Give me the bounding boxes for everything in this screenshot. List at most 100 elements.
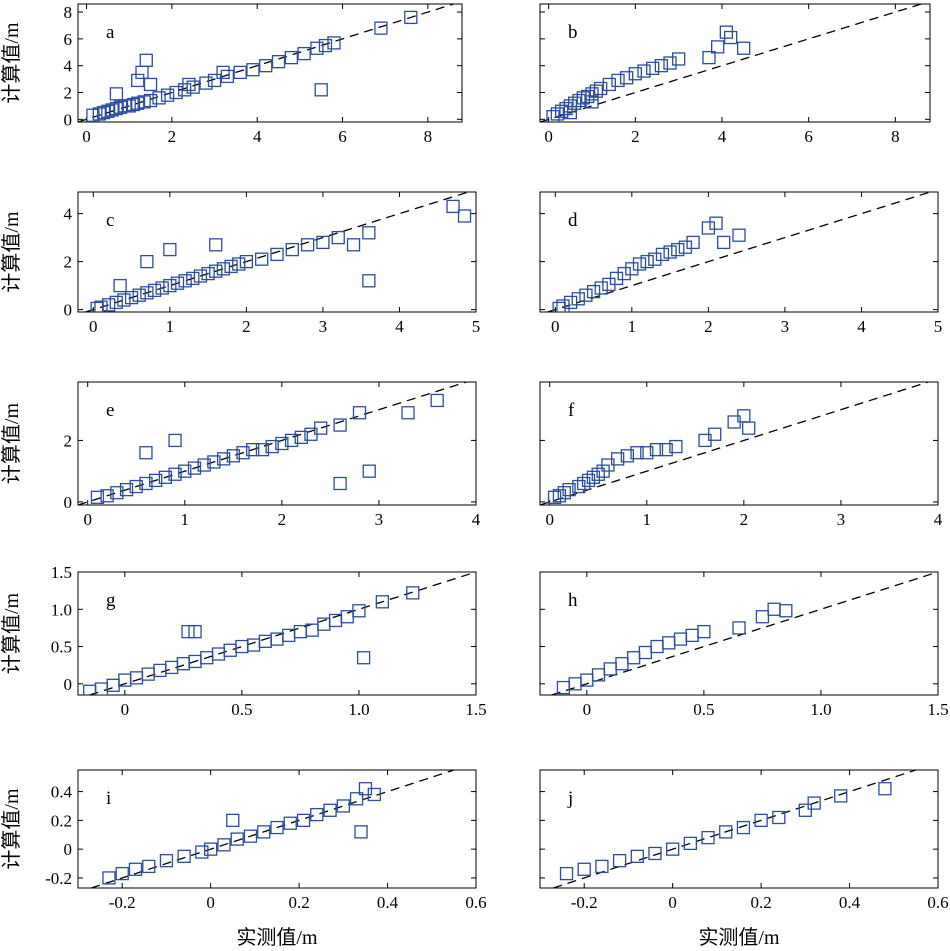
x-tick-label: 1.5 [927, 700, 948, 719]
data-point [719, 825, 733, 839]
x-tick-labels: 0 0.5 1.0 1.5 [121, 572, 487, 719]
x-tick-labels: 0 2 4 6 8 [544, 4, 900, 146]
x-tick-label: 0.5 [231, 700, 252, 719]
x-tick-label: 3 [837, 510, 846, 529]
data-point [563, 105, 577, 120]
data-point [297, 46, 311, 61]
data-point [354, 825, 368, 839]
data-point [140, 286, 154, 300]
data-point [115, 866, 129, 881]
panel-letter: i [106, 788, 111, 809]
y-tick-labels: 0 2 4 6 8 [64, 3, 462, 129]
data-point [284, 433, 299, 448]
x-tick-label: 3 [375, 510, 384, 529]
x-tick-label: 3 [319, 317, 328, 336]
data-point [772, 810, 786, 825]
data-point [129, 479, 143, 494]
data-point [255, 252, 269, 266]
data-point [170, 276, 185, 290]
data-point [129, 671, 144, 685]
data-point [346, 238, 361, 252]
data-point [109, 87, 124, 101]
data-point [701, 221, 716, 235]
data-point [139, 53, 153, 67]
y-tick-label: 0.4 [51, 783, 73, 802]
data-point [362, 464, 376, 478]
plot-frame [77, 3, 463, 123]
data-point [296, 813, 311, 828]
x-tick-labels: 0 1 2 3 4 [545, 382, 943, 529]
data-point [333, 418, 347, 432]
x-tick-label: 0 [206, 893, 215, 912]
data-point [702, 50, 716, 65]
data-point [617, 266, 631, 281]
data-point [226, 449, 240, 463]
data-point [711, 40, 725, 54]
data-point [367, 787, 381, 802]
data-point [124, 290, 139, 305]
data-point [683, 836, 698, 851]
data-point [648, 846, 662, 861]
data-point [878, 782, 892, 796]
data-point [255, 442, 270, 457]
data-point [628, 67, 642, 81]
data-point [615, 657, 629, 671]
y-tick-labels: 02 [64, 431, 476, 512]
data-point [556, 299, 570, 312]
reference-line [540, 4, 922, 122]
data-point [648, 252, 662, 266]
data-point [143, 77, 158, 92]
data-point [662, 636, 676, 650]
x-tick-labels: 0 1 2 3 4 5 [89, 192, 480, 336]
x-tick-label: 4 [934, 510, 943, 529]
plot-frame [539, 571, 939, 696]
x-tick-label: 0.4 [839, 893, 861, 912]
data-point [178, 274, 192, 288]
data-point [594, 81, 608, 96]
data-point [375, 595, 390, 609]
data-point [216, 452, 231, 466]
data-point [131, 73, 145, 88]
data-point [126, 97, 141, 112]
data-point [114, 100, 128, 114]
data-point [586, 284, 601, 299]
data-point [637, 64, 651, 78]
x-tick-label: 0.4 [377, 893, 399, 912]
y-tick-label: 4 [64, 205, 73, 224]
data-point [767, 602, 781, 616]
data-point [152, 91, 166, 105]
plot-frame [539, 769, 939, 889]
y-axis-label: 计算值/m [0, 403, 23, 485]
plot-frame [77, 381, 477, 506]
data-point [139, 446, 153, 460]
x-tick-label: 2 [740, 510, 749, 529]
data-point [316, 235, 330, 250]
data-point [300, 238, 315, 252]
y-tick-label: 0.2 [51, 811, 72, 830]
data-point [646, 61, 660, 76]
data-point [612, 854, 627, 868]
data-point [271, 55, 286, 69]
data-point [709, 216, 723, 230]
data-point [591, 467, 605, 481]
data-point [577, 862, 591, 876]
x-tick-label: 0 [89, 317, 98, 336]
x-tick-label: 4 [395, 317, 404, 336]
x-tick-label: 6 [338, 127, 347, 146]
data-point [595, 859, 609, 874]
panel-g: 0 0.5 1.0 1.5 0 0.5 1.0 1.5 g 计算值/m [0, 563, 487, 719]
data-point [430, 393, 444, 408]
reference-line [91, 770, 455, 888]
data-point [650, 639, 664, 654]
data-point [160, 88, 175, 102]
data-point [168, 467, 182, 481]
data-point [135, 65, 149, 80]
data-point [310, 807, 324, 822]
data-point [625, 262, 639, 276]
panel-letter: c [106, 210, 114, 231]
data-point [246, 63, 260, 77]
x-axis-label: 实测值/m [236, 926, 318, 949]
x-tick-label: 1 [181, 510, 190, 529]
x-tick-label: 1 [628, 317, 637, 336]
